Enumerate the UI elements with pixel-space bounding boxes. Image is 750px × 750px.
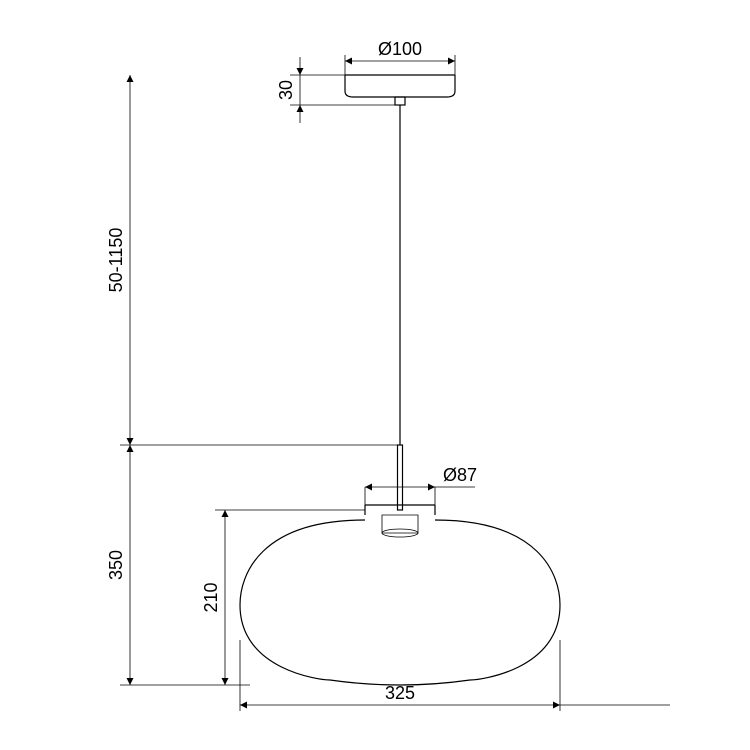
stem <box>398 445 403 510</box>
dim-neck-diameter-label: Ø87 <box>443 465 477 485</box>
dim-canopy-height-label: 30 <box>276 80 296 100</box>
dim-cable-length-label: 50-1150 <box>106 228 126 293</box>
canopy-body <box>345 75 455 97</box>
dim-shade-height-label: 210 <box>201 582 221 612</box>
dim-assembly-height-label: 350 <box>106 550 126 580</box>
canopy-nipple <box>395 97 405 105</box>
dim-canopy-diameter-label: Ø100 <box>378 39 422 59</box>
shade-outline <box>240 520 560 680</box>
dim-shade-width-label: 325 <box>385 683 415 703</box>
